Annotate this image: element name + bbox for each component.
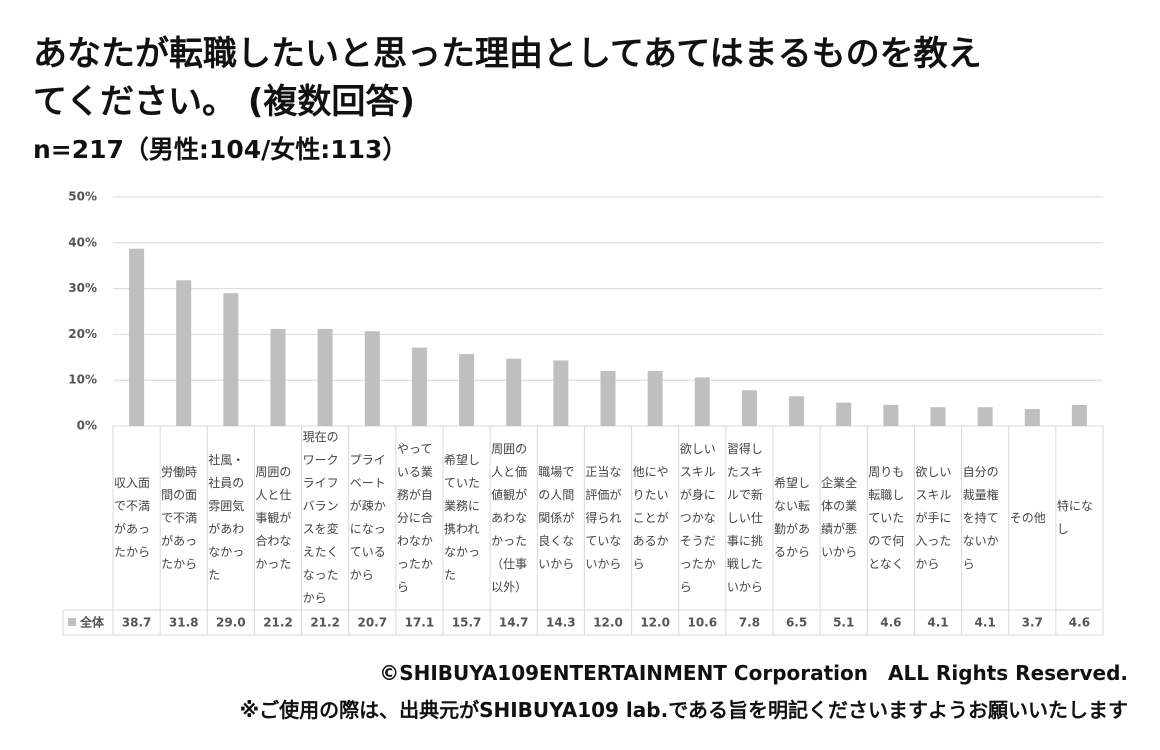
x-tick-label: 周りも転職していたので何となく	[868, 464, 905, 571]
x-tick-label: 周囲の人と価値観があわなかった（仕事以外）	[491, 441, 528, 594]
x-tick-label: 企業全体の業績が悪いから	[821, 476, 858, 559]
bar	[977, 407, 993, 426]
bar	[930, 407, 946, 426]
bar	[883, 404, 899, 426]
bar	[1024, 409, 1040, 426]
value-label: 7.8	[739, 616, 760, 630]
bar	[553, 360, 569, 426]
bar	[411, 347, 427, 426]
x-tick-label: 希望しない転勤があるから	[774, 476, 811, 559]
x-tick-label: 現在のワークライフバランスを変えたくなったから	[302, 430, 339, 605]
x-tick-label: 欲しいスキルが身につかなそうだったから	[679, 441, 716, 594]
x-tick-label: 他にやりたいことがあるから	[632, 464, 669, 571]
bar	[270, 328, 286, 426]
bar	[647, 371, 663, 426]
y-tick-label: 30%	[68, 281, 97, 295]
x-tick-label: 収入面で不満があったから	[114, 476, 151, 559]
bar	[129, 248, 145, 426]
bar	[317, 328, 333, 426]
value-label: 21.2	[263, 616, 293, 630]
y-tick-label: 10%	[68, 373, 97, 387]
usage-note: ※ご使用の際は、出典元がSHIBUYA109 lab.である旨を明記くださいます…	[239, 698, 1128, 722]
x-tick-label: 自分の裁量権を持てないから	[962, 464, 999, 571]
bar	[741, 390, 757, 426]
x-tick-label: 希望していた業務に携われなかった	[444, 453, 481, 582]
x-tick-label: 職場での人間関係が良くないから	[538, 464, 575, 571]
chart-subtitle: n=217（男性:104/女性:113）	[33, 135, 408, 164]
chart-title: あなたが転職したいと思った理由としてあてはまるものを教えてください。 (複数回答…	[33, 34, 982, 122]
x-tick-label: プライベートが疎かになっているから	[349, 453, 386, 582]
bar	[459, 354, 475, 426]
value-label: 4.6	[880, 616, 901, 630]
value-label: 15.7	[452, 616, 482, 630]
x-tick-label: 労働時間の面で不満があったから	[161, 464, 198, 571]
bar	[836, 402, 852, 426]
y-tick-label: 0%	[77, 419, 97, 433]
legend-label: 全体	[79, 615, 105, 630]
y-tick-label: 40%	[68, 235, 97, 249]
value-label: 4.1	[975, 616, 996, 630]
x-tick-label: 社風・社員の雰囲気があわなかった	[208, 453, 245, 582]
value-label: 5.1	[833, 616, 854, 630]
bar	[600, 371, 616, 426]
x-tick-label: 周囲の人と仕事観が合わなかった	[255, 464, 292, 571]
value-label: 17.1	[405, 616, 435, 630]
x-tick-label: その他	[1009, 510, 1046, 525]
bar	[176, 280, 192, 426]
value-label: 31.8	[169, 616, 199, 630]
x-tick-label: 正当な評価が得られていないから	[585, 464, 622, 571]
legend-swatch	[68, 618, 76, 626]
value-label: 29.0	[216, 616, 246, 630]
copyright: ©SHIBUYA109ENTERTAINMENT Corporation ALL…	[379, 661, 1128, 685]
y-tick-label: 20%	[68, 327, 97, 341]
value-label: 6.5	[786, 616, 807, 630]
value-label: 21.2	[310, 616, 340, 630]
y-tick-label: 50%	[68, 190, 97, 204]
value-label: 3.7	[1022, 616, 1043, 630]
value-label: 4.6	[1069, 616, 1090, 630]
bar	[364, 331, 380, 426]
bar	[789, 396, 805, 426]
bar	[694, 377, 710, 426]
x-tick-label: 習得したスキルで新しい仕事に挑戦したいから	[726, 441, 763, 594]
value-label: 20.7	[357, 616, 387, 630]
x-tick-label: やっている業務が自分に合わなかったから	[396, 441, 433, 594]
bar	[1071, 404, 1087, 426]
value-label: 10.6	[687, 616, 717, 630]
value-label: 12.0	[593, 616, 623, 630]
value-label: 38.7	[122, 616, 152, 630]
bar	[506, 358, 522, 426]
x-tick-label: 欲しいスキルが手に入ったから	[915, 464, 952, 571]
bar	[223, 293, 239, 426]
value-label: 14.3	[546, 616, 576, 630]
x-tick-label: 特になし	[1056, 499, 1093, 536]
value-label: 12.0	[640, 616, 670, 630]
value-label: 14.7	[499, 616, 529, 630]
value-label: 4.1	[927, 616, 948, 630]
